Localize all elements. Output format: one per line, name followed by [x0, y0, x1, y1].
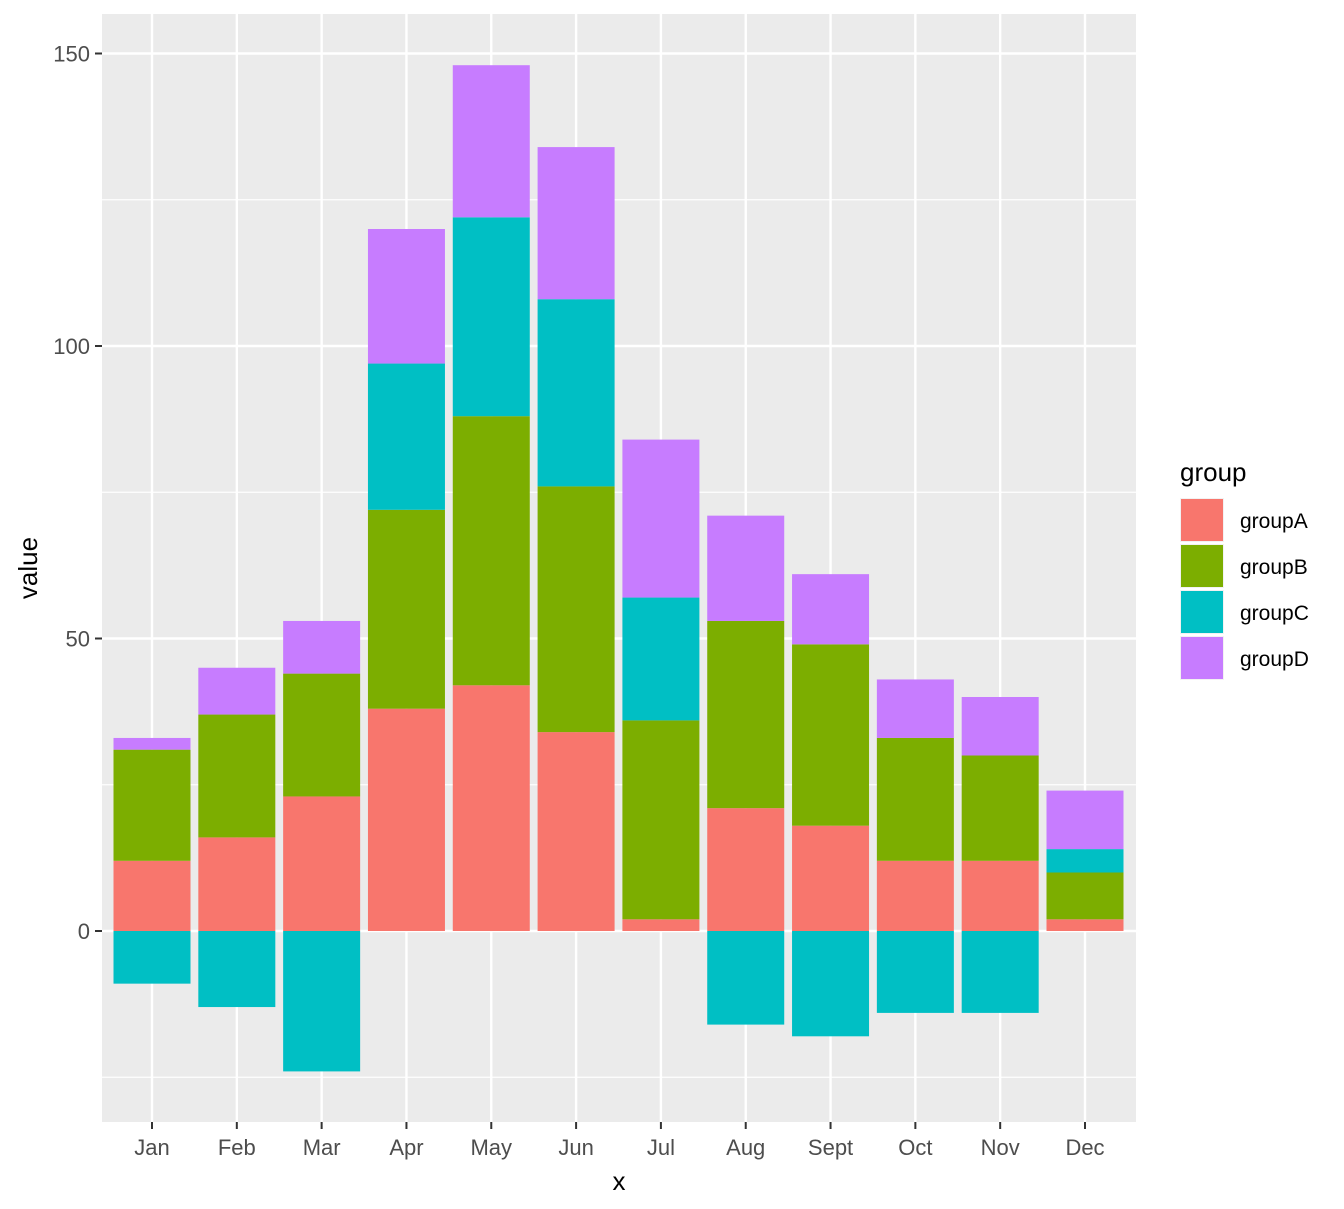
bar-groupA-dec: [1046, 919, 1124, 931]
legend-title: group: [1180, 457, 1247, 487]
bar-groupA-sept: [792, 825, 870, 931]
bar-groupB-apr: [367, 509, 445, 709]
x-tick-label: Jun: [558, 1135, 593, 1160]
bar-groupD-mar: [283, 620, 361, 674]
bar-groupC-aug: [707, 931, 785, 1025]
legend-label-groupC: groupC: [1240, 602, 1309, 625]
x-tick-label: Sept: [808, 1135, 853, 1160]
x-axis: Jan Feb Mar Apr May Jun Jul Aug Sept Oct Nov Dec: [134, 1122, 1105, 1160]
legend-swatch-groupA: [1181, 499, 1223, 541]
bar-groupA-may: [452, 685, 530, 931]
bar-groupB-jan: [113, 749, 191, 861]
x-tick-label: Apr: [389, 1135, 423, 1160]
x-tick-label: Jul: [647, 1135, 675, 1160]
legend-swatch-groupC: [1181, 591, 1223, 633]
bar-groupC-mar: [283, 931, 361, 1072]
bar-groupC-may: [452, 217, 530, 417]
bar-groupA-feb: [198, 837, 276, 931]
bar-groupC-sept: [792, 931, 870, 1037]
y-tick-label: 50: [66, 627, 90, 652]
y-tick-label: 150: [53, 42, 90, 67]
x-tick-label: May: [470, 1135, 512, 1160]
bar-groupB-may: [452, 416, 530, 686]
bar-groupA-apr: [367, 708, 445, 931]
x-tick-label: Nov: [981, 1135, 1020, 1160]
legend-label-groupD: groupD: [1240, 648, 1309, 671]
bar-groupC-feb: [198, 931, 276, 1008]
bar-groupC-dec: [1046, 849, 1124, 873]
x-tick-label: Aug: [726, 1135, 765, 1160]
bar-groupA-aug: [707, 808, 785, 931]
bar-groupB-feb: [198, 714, 276, 838]
bar-groupB-jul: [622, 720, 700, 920]
bar-groupD-may: [452, 65, 530, 218]
bar-groupD-oct: [876, 679, 954, 738]
x-tick-label: Oct: [898, 1135, 932, 1160]
bar-groupD-sept: [792, 574, 870, 645]
bar-groupB-sept: [792, 644, 870, 826]
bar-groupC-apr: [367, 363, 445, 510]
legend-swatch-groupB: [1181, 545, 1223, 587]
bar-groupC-nov: [961, 931, 1039, 1013]
bar-groupC-oct: [876, 931, 954, 1013]
bars: [113, 65, 1124, 1072]
bar-groupB-nov: [961, 755, 1039, 861]
bar-groupD-jan: [113, 737, 191, 750]
x-tick-label: Dec: [1065, 1135, 1104, 1160]
bar-groupD-nov: [961, 697, 1039, 756]
bar-groupC-jul: [622, 597, 700, 721]
y-axis-title: value: [13, 537, 43, 599]
bar-groupD-apr: [367, 229, 445, 364]
bar-groupB-jun: [537, 486, 615, 733]
legend-swatch-groupD: [1181, 637, 1223, 679]
y-tick-label: 0: [78, 919, 90, 944]
bar-groupD-jun: [537, 147, 615, 300]
bar-groupC-jan: [113, 931, 191, 984]
x-tick-label: Feb: [218, 1135, 256, 1160]
x-tick-label: Mar: [303, 1135, 341, 1160]
bar-groupD-aug: [707, 515, 785, 621]
bar-groupA-mar: [283, 796, 361, 931]
bar-groupB-oct: [876, 737, 954, 861]
y-axis: 0 50 100 150: [53, 42, 102, 944]
legend-label-groupB: groupB: [1240, 556, 1308, 579]
bar-groupA-jul: [622, 919, 700, 931]
bar-groupB-dec: [1046, 872, 1124, 920]
bar-groupA-jan: [113, 860, 191, 931]
x-tick-label: Jan: [134, 1135, 169, 1160]
bar-groupD-dec: [1046, 790, 1124, 850]
x-axis-title: x: [613, 1166, 626, 1196]
bar-groupB-mar: [283, 673, 361, 797]
bar-groupD-jul: [622, 439, 700, 598]
bar-groupA-nov: [961, 860, 1039, 931]
legend: group groupA groupB groupC groupD: [1180, 457, 1309, 680]
bar-groupC-jun: [537, 299, 615, 487]
bar-groupA-jun: [537, 732, 615, 931]
bar-groupB-aug: [707, 620, 785, 809]
bar-groupA-oct: [876, 860, 954, 931]
y-tick-label: 100: [53, 334, 90, 359]
bar-groupD-feb: [198, 667, 276, 715]
legend-label-groupA: groupA: [1240, 510, 1308, 533]
